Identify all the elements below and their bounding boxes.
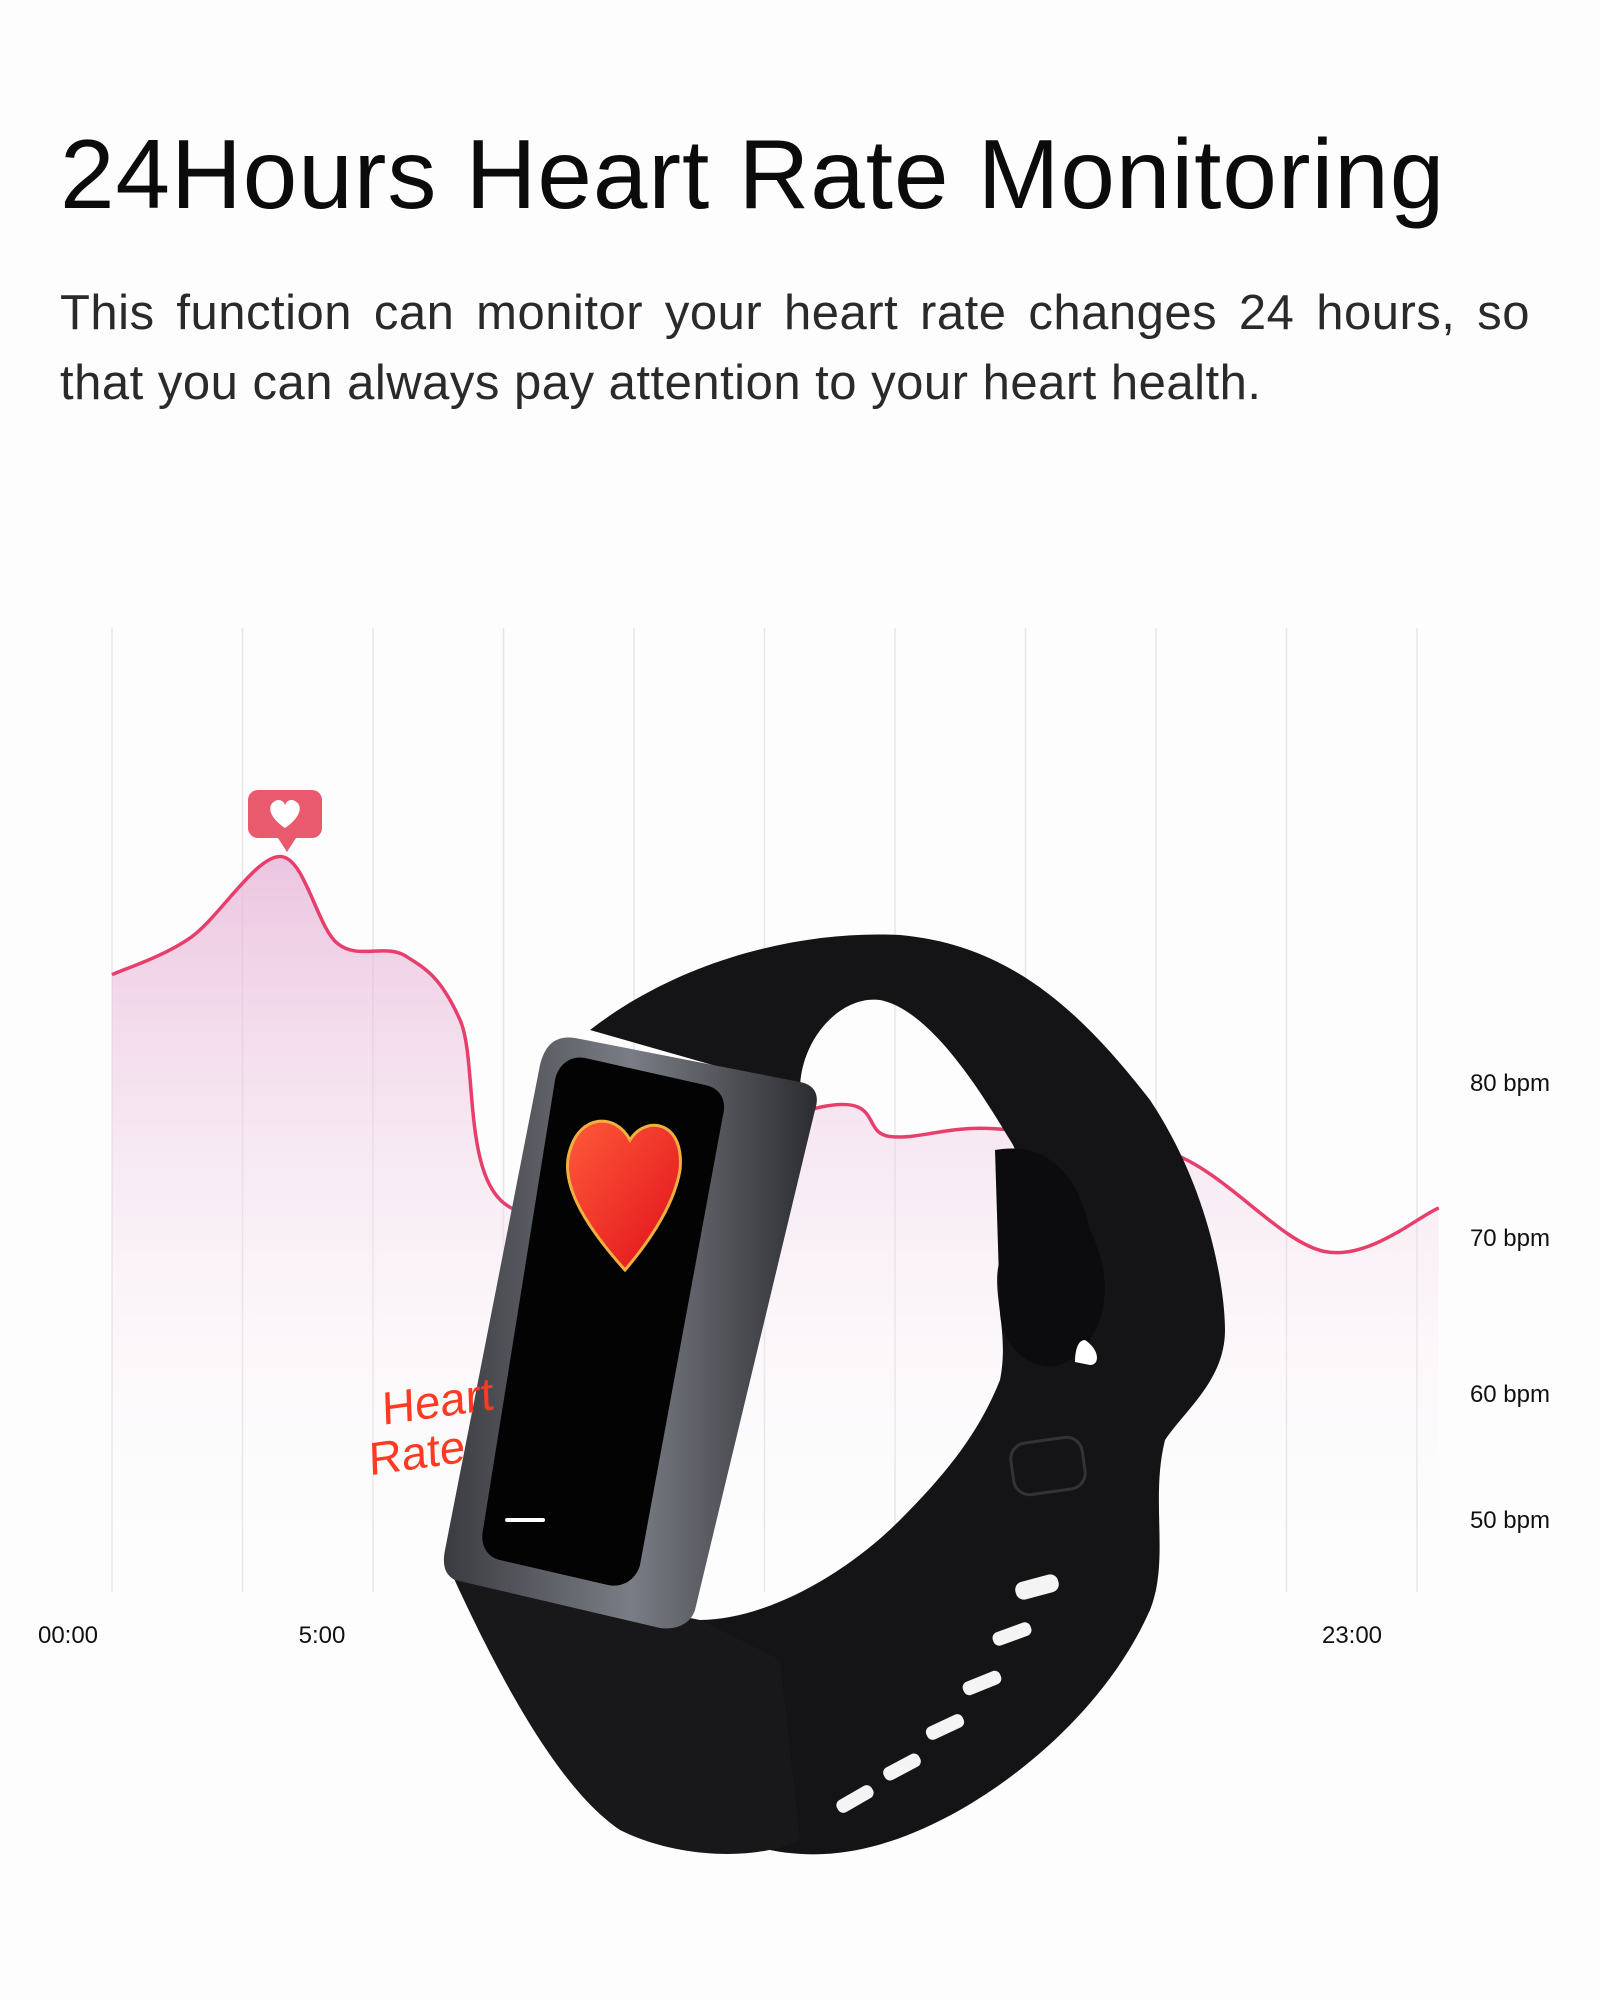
heart-icon — [248, 790, 322, 852]
y-tick-label: 50 bpm — [1470, 1507, 1550, 1534]
page-subtitle: This function can monitor your heart rat… — [60, 286, 1530, 410]
x-tick-label: 5:00 — [299, 1622, 346, 1649]
x-tick-label: 00:00 — [38, 1622, 98, 1649]
y-tick-label: 70 bpm — [1470, 1225, 1550, 1252]
band-button — [1009, 1435, 1087, 1497]
smart-band-image: Heart Rate — [368, 934, 1225, 1855]
band-holes — [836, 1574, 1059, 1813]
y-tick-label: 80 bpm — [1470, 1070, 1550, 1097]
y-tick-label: 60 bpm — [1470, 1381, 1550, 1408]
band-strap — [590, 934, 1225, 1855]
page-title: 24Hours Heart Rate Monitoring — [60, 119, 1446, 229]
band-strap-lower — [450, 1570, 800, 1854]
screen-heart-icon — [565, 1119, 682, 1273]
x-tick-label: 23:00 — [1322, 1622, 1382, 1649]
